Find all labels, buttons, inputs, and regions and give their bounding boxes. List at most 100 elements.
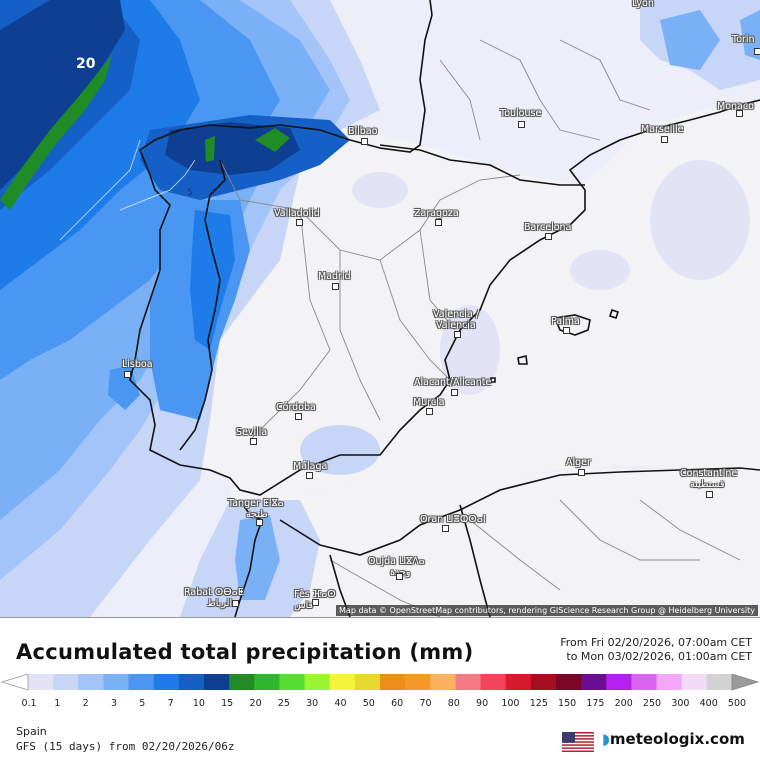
model-label: GFS (15 days) from 02/20/2026/06z: [16, 740, 235, 753]
scale-tick-label: 300: [671, 698, 690, 709]
scale-tick-label: 10: [192, 698, 205, 709]
scale-cell: [656, 674, 683, 690]
map-canvas: [0, 0, 760, 617]
scale-tick-label: 70: [419, 698, 432, 709]
scale-tick-label: 1: [54, 698, 61, 709]
scale-tick-label: 5: [139, 698, 146, 709]
city-label-oran: Oran ⵡⴻⵀⵔⴰⵏ: [420, 514, 486, 525]
scale-cell: [279, 674, 306, 690]
city-marker: [736, 110, 743, 117]
city-marker: [124, 371, 131, 378]
city-label-torin: Torin: [732, 34, 755, 45]
city-marker: [396, 573, 403, 580]
city-marker: [426, 408, 433, 415]
city-label-lyon: Lyon: [632, 0, 654, 9]
city-marker: [361, 138, 368, 145]
city-marker: [250, 438, 257, 445]
city-marker: [578, 469, 585, 476]
city-marker: [706, 491, 713, 498]
scale-cell: [480, 674, 507, 690]
city-marker: [563, 327, 570, 334]
city-label-lisboa: Lisboa: [122, 359, 153, 370]
scale-tick-label: 200: [614, 698, 633, 709]
city-label-rabat-ar: الرباط: [207, 598, 233, 609]
city-marker: [256, 519, 263, 526]
contour-label-20: 20: [76, 56, 96, 72]
meteologix-logo-text: meteologix.com: [609, 730, 745, 748]
city-marker: [296, 219, 303, 226]
city-marker: [312, 599, 319, 606]
scale-tick-label: 20: [249, 698, 262, 709]
scale-cell: [681, 674, 708, 690]
scale-cell: [556, 674, 582, 690]
scale-cell: [631, 674, 658, 690]
scale-tick-label: 30: [306, 698, 319, 709]
city-label-cordoba: Córdoba: [276, 402, 316, 413]
city-marker: [545, 233, 552, 240]
scale-tick-label: 40: [334, 698, 347, 709]
city-marker: [451, 389, 458, 396]
city-marker: [435, 219, 442, 226]
meteologix-logo[interactable]: ◗meteologix.com: [602, 730, 745, 748]
city-label-marseille: Marseille: [641, 124, 684, 135]
city-marker: [754, 48, 760, 55]
color-scale-bar: [0, 674, 760, 691]
city-marker: [454, 331, 461, 338]
map-title: Accumulated total precipitation (mm): [16, 640, 474, 664]
period-from: From Fri 02/20/2026, 07:00am CET: [560, 636, 752, 649]
scale-cell: [28, 674, 54, 690]
city-marker: [442, 525, 449, 532]
city-label-barcelona: Barcelona: [524, 222, 572, 233]
city-label-constantine-ar: قسنطينة: [690, 479, 725, 490]
city-marker: [232, 600, 239, 607]
city-marker: [306, 472, 313, 479]
city-label-malaga: Málaga: [293, 461, 328, 472]
scale-max-arrow: [731, 674, 760, 691]
city-label-fes: Fès ⴼⴰⵙ: [294, 589, 336, 600]
scale-cell: [78, 674, 104, 690]
scale-tick-label: 150: [558, 698, 577, 709]
scale-cell: [581, 674, 607, 690]
city-marker: [661, 136, 668, 143]
city-label-valencia-2: Valencia: [436, 320, 476, 331]
scale-tick-label: 500: [727, 698, 747, 709]
precipitation-map[interactable]: 20 5 Lyon Torin Monaco Bilbao Toulouse M…: [0, 0, 760, 617]
scale-cell: [153, 674, 180, 690]
city-label-rabat: Rabat ⵔⴱⴰⵟ: [184, 587, 244, 598]
city-label-alicante: Alacant/Alicante: [414, 377, 492, 388]
scale-cell: [430, 674, 456, 690]
scale-tick-label: 90: [476, 698, 489, 709]
city-label-tanger: Tanger ⵟⵏⴵⴰ: [228, 498, 284, 509]
city-label-madrid: Madrid: [318, 271, 351, 282]
city-label-tanger-ar: طنجة: [246, 509, 268, 520]
contour-label-5: 5: [187, 188, 193, 198]
scale-tick-label: 60: [391, 698, 404, 709]
scale-cell: [455, 674, 482, 690]
scale-tick-label: 100: [501, 698, 520, 709]
scale-tick-label: 7: [167, 698, 174, 709]
scale-cell: [530, 674, 557, 690]
city-label-sevilla: Sevilla: [236, 427, 268, 438]
meteologix-logo-icon: ◗: [602, 730, 610, 748]
city-marker: [518, 121, 525, 128]
scale-cell: [53, 674, 79, 690]
city-label-oujda-ar: وجدة: [390, 567, 410, 578]
scale-tick-label: 80: [447, 698, 460, 709]
scale-cell: [706, 674, 733, 690]
city-label-palma: Palma: [551, 316, 580, 327]
map-attribution: Map data © OpenStreetMap contributors, r…: [336, 605, 758, 616]
scale-cell: [128, 674, 155, 690]
scale-min-arrow: [0, 674, 29, 691]
scale-cell: [178, 674, 205, 690]
scale-tick-label: 0.1: [21, 698, 37, 709]
scale-tick-label: 25: [277, 698, 290, 709]
scale-cell: [354, 674, 381, 690]
scale-cell: [103, 674, 130, 690]
us-flag-icon[interactable]: [562, 732, 594, 752]
scale-tick-label: 3: [110, 698, 118, 709]
city-label-fes-ar: فاس: [294, 600, 314, 611]
city-marker: [295, 413, 302, 420]
city-label-alger: Alger: [566, 457, 591, 468]
city-marker: [332, 283, 339, 290]
period-to: to Mon 03/02/2026, 01:00am CET: [566, 650, 752, 663]
